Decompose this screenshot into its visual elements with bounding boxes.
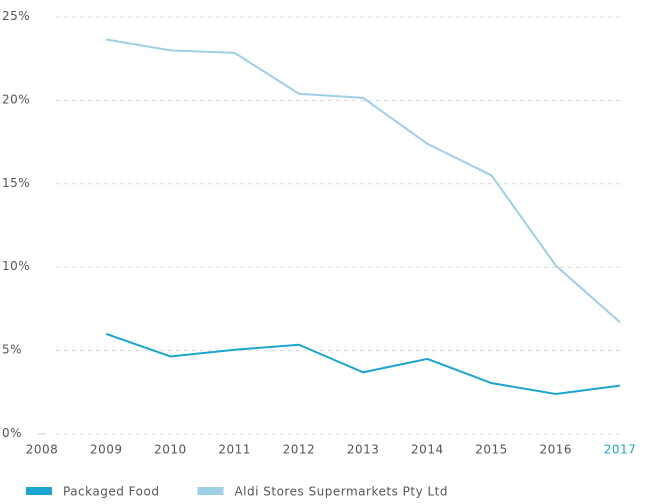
x-tick-label: 2017: [604, 443, 637, 457]
x-tick-label: 2013: [347, 443, 380, 457]
y-tick-label: 15%: [2, 176, 30, 190]
y-tick-label: 0%: [2, 426, 22, 440]
y-tick-label: 5%: [2, 343, 22, 357]
line: [105, 332, 621, 395]
y-tick-label: 20%: [2, 92, 30, 106]
y-tick-label: 25%: [2, 9, 30, 23]
x-tick-label: 2008: [26, 443, 59, 457]
x-tick-label: 2010: [154, 443, 187, 457]
x-tick-label: 2012: [283, 443, 316, 457]
x-tick-label: 2009: [90, 443, 123, 457]
x-tick-label: 2014: [411, 443, 444, 457]
legend-label: Packaged Food: [63, 485, 159, 499]
legend-swatch: [26, 487, 52, 495]
legend-label: Aldi Stores Supermarkets Pty Ltd: [234, 485, 448, 499]
line: [106, 38, 621, 323]
legend-swatch: [197, 487, 224, 495]
y-tick-label: 10%: [2, 259, 30, 273]
x-tick-label: 2015: [475, 443, 508, 457]
x-tick-label: 2011: [218, 443, 251, 457]
x-tick-label: 2016: [540, 443, 573, 457]
